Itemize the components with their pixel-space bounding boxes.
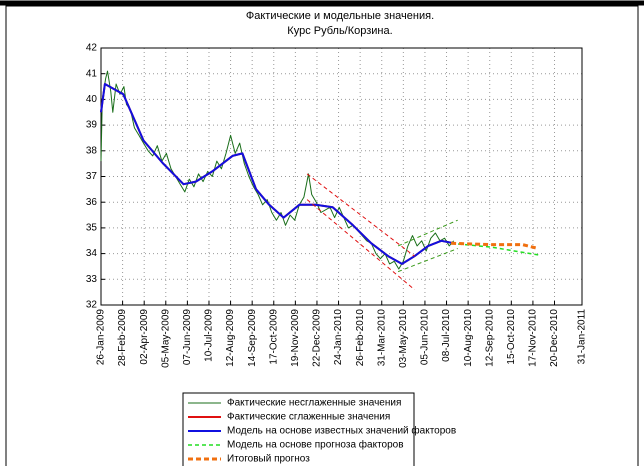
series-line xyxy=(397,248,458,273)
chart-subtitle: Курс Рубль/Корзина. xyxy=(287,25,392,37)
x-tick-label: 02-Apr-2009 xyxy=(139,309,150,365)
x-tick-label: 17-Oct-2009 xyxy=(268,309,279,365)
x-tick-label: 03-May-2010 xyxy=(398,309,409,368)
y-tick-label: 42 xyxy=(86,43,98,54)
series-line xyxy=(451,242,539,256)
series-line xyxy=(100,83,455,265)
y-tick-label: 36 xyxy=(86,197,98,208)
x-tick-label: 17-Nov-2010 xyxy=(528,309,539,367)
legend-label: Модель на основе известных значений факт… xyxy=(227,425,456,437)
legend-label: Модель на основе прогноза факторов xyxy=(227,439,404,451)
x-tick-label: 26-Jan-2009 xyxy=(96,309,107,366)
frame xyxy=(5,5,639,466)
series-line xyxy=(397,219,458,247)
series-line xyxy=(451,241,539,250)
x-tick-label: 14-Sep-2009 xyxy=(247,309,258,367)
series-line xyxy=(306,173,415,257)
legend-label: Фактические несглаженные значения xyxy=(227,398,401,409)
x-tick-label: 31-Mar-2010 xyxy=(376,309,387,367)
legend-label: Итоговый прогноз xyxy=(227,454,310,465)
y-tick-label: 37 xyxy=(86,171,98,182)
x-tick-label: 24-Jan-2010 xyxy=(333,309,344,366)
series-line xyxy=(100,70,455,270)
x-tick-label: 12-Sep-2010 xyxy=(484,309,495,367)
x-tick-label: 31-Jan-2011 xyxy=(577,309,588,365)
series-line xyxy=(306,199,415,290)
x-tick-label: 28-Feb-2009 xyxy=(117,309,128,367)
x-tick-label: 20-Dec-2010 xyxy=(549,309,560,367)
x-tick-label: 05-May-2009 xyxy=(160,309,171,368)
x-tick-label: 10-Jul-2009 xyxy=(204,309,215,362)
x-tick-label: 15-Oct-2010 xyxy=(506,309,517,365)
axes-box xyxy=(100,47,583,306)
y-tick-label: 38 xyxy=(86,145,98,156)
x-tick-label: 07-Jun-2009 xyxy=(182,309,193,366)
y-tick-label: 39 xyxy=(86,120,98,131)
chart-title: Фактические и модельные значения. xyxy=(246,10,434,22)
y-tick-label: 41 xyxy=(86,68,98,79)
y-tick-label: 40 xyxy=(86,94,98,105)
y-tick-label: 35 xyxy=(86,223,98,234)
x-tick-label: 19-Nov-2009 xyxy=(290,309,301,367)
legend-label: Фактические сглаженные значения xyxy=(227,412,390,423)
x-tick-label: 10-Aug-2010 xyxy=(463,309,474,367)
y-tick-label: 32 xyxy=(86,300,98,311)
x-tick-label: 05-Jun-2010 xyxy=(420,309,431,366)
x-tick-label: 26-Feb-2010 xyxy=(355,309,366,367)
x-tick-label: 22-Dec-2009 xyxy=(312,309,323,367)
x-tick-label: 08-Jul-2010 xyxy=(441,309,452,362)
x-tick-label: 12-Aug-2009 xyxy=(225,309,236,367)
y-tick-label: 34 xyxy=(86,248,98,259)
y-tick-label: 33 xyxy=(86,274,98,285)
legend xyxy=(182,392,415,466)
